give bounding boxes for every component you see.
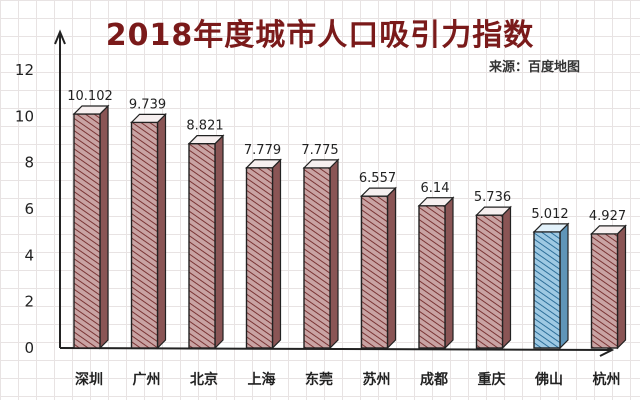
y-tick-label: 10 <box>15 107 34 125</box>
bar <box>590 224 627 350</box>
category-label: 杭州 <box>593 371 621 388</box>
bar <box>130 112 167 350</box>
value-label: 9.739 <box>129 97 166 112</box>
chart-title: 2018年度城市人口吸引力指数 <box>105 18 535 53</box>
category-label: 上海 <box>248 371 276 388</box>
category-label: 深圳 <box>75 371 103 388</box>
y-tick-label: 4 <box>24 246 34 264</box>
value-label: 5.012 <box>531 207 568 222</box>
bar-front <box>188 142 216 349</box>
bar <box>532 222 570 350</box>
value-label: 6.557 <box>359 171 396 186</box>
bar <box>360 186 397 350</box>
bar <box>475 205 512 350</box>
bar-side <box>214 134 224 350</box>
bar-front <box>73 113 101 349</box>
value-label: 7.779 <box>244 143 281 158</box>
bar <box>302 158 340 350</box>
category-label: 重庆 <box>478 371 506 388</box>
bar-front <box>360 195 389 349</box>
bar-side <box>386 186 397 350</box>
value-label: 6.14 <box>421 181 450 196</box>
bar-top <box>130 113 167 123</box>
bar-top <box>72 105 110 115</box>
bar-side <box>156 112 167 350</box>
bar-front <box>130 121 159 349</box>
bar <box>417 196 455 350</box>
value-label: 7.775 <box>301 143 338 158</box>
bar <box>245 158 282 350</box>
bar-side <box>329 158 339 350</box>
bar-side <box>99 104 109 350</box>
bar-front <box>590 233 619 349</box>
source-note: 来源：百度地图 <box>488 60 580 75</box>
bar-front <box>475 214 504 349</box>
bar-front <box>418 205 446 349</box>
bar-top <box>590 225 627 235</box>
category-label: 广州 <box>133 371 161 388</box>
bar-front <box>245 167 274 349</box>
bar-side <box>559 222 569 350</box>
bar-side <box>616 224 627 350</box>
bar-side <box>444 196 454 350</box>
y-tick-label: 12 <box>15 61 34 79</box>
bar-top <box>475 206 512 216</box>
y-tick-label: 0 <box>24 339 34 357</box>
value-label: 8.821 <box>186 119 223 134</box>
bar-front <box>533 231 561 349</box>
bar-top <box>187 135 225 145</box>
bar-front <box>303 167 331 349</box>
bar-top <box>302 159 340 169</box>
y-tick-label: 2 <box>24 293 34 311</box>
y-tick-label: 8 <box>24 154 34 172</box>
bar-top <box>417 197 455 207</box>
bar <box>187 134 225 350</box>
bar-top <box>245 159 282 169</box>
y-axis-arrow <box>54 29 66 45</box>
value-label: 5.736 <box>474 190 511 205</box>
bar-side <box>501 205 512 350</box>
category-label: 北京 <box>190 371 218 388</box>
category-label: 成都 <box>420 371 448 388</box>
category-label: 佛山 <box>534 371 563 388</box>
bar-top <box>360 187 397 197</box>
bar <box>72 104 110 350</box>
bar-top <box>532 223 570 233</box>
value-label: 4.927 <box>589 209 626 224</box>
y-tick-label: 6 <box>24 200 34 218</box>
bar-side <box>271 158 282 350</box>
category-label: 东莞 <box>305 371 333 388</box>
category-label: 苏州 <box>363 371 391 388</box>
value-label: 10.102 <box>67 89 113 104</box>
